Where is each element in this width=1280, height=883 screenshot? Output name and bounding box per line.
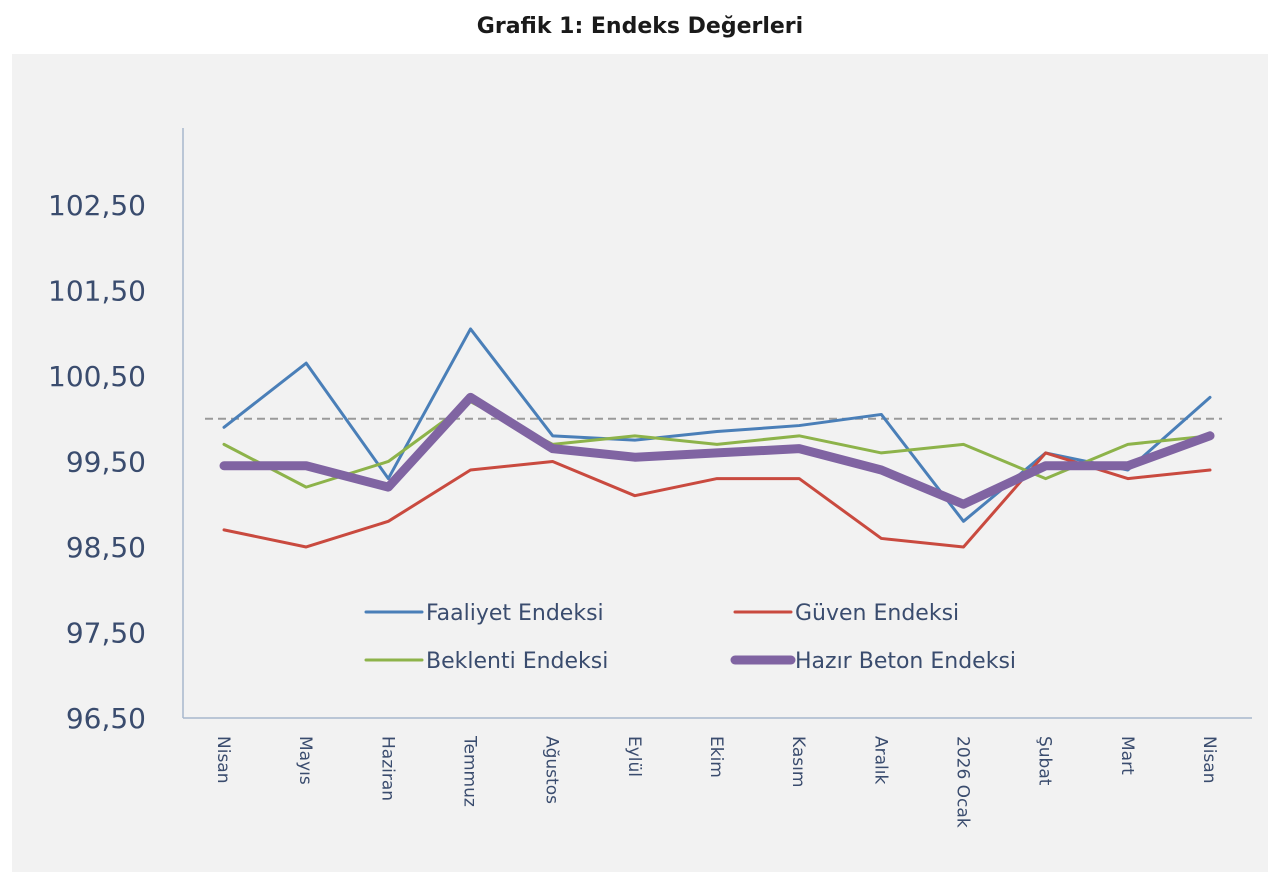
- legend: Faaliyet Endeksi Güven Endeksi Beklenti En…: [364, 601, 1016, 674]
- y-tick-label: 99,50: [66, 445, 146, 478]
- x-tick-label: Şubat: [1035, 736, 1055, 786]
- x-tick-label: Temmuz: [460, 735, 480, 807]
- series-line-beklenti-endeksi: [222, 400, 1212, 489]
- series-line-faaliyet-endeksi: [222, 327, 1212, 523]
- y-tick-label: 100,50: [48, 360, 146, 393]
- x-tick-label: Eylül: [624, 736, 644, 777]
- chart-title: Grafik 1: Endeks Değerleri: [476, 14, 804, 39]
- y-tick-label: 97,50: [66, 616, 146, 649]
- x-tick-label: Aralık: [870, 736, 890, 784]
- y-tick-label: 102,50: [48, 189, 146, 222]
- x-tick-label: Nisan: [213, 736, 233, 784]
- series-line-güven-endeksi: [222, 451, 1212, 549]
- y-tick-label: 101,50: [48, 274, 146, 307]
- series-line-hazır-beton-endeksi: [219, 392, 1215, 509]
- x-tick-label: Haziran: [377, 736, 397, 801]
- x-tick-label: Nisan: [1199, 736, 1219, 784]
- y-tick-label: 98,50: [66, 531, 146, 564]
- x-tick-labels: Nisan Mayıs Haziran Temmuz Ağustos Eylül Ekim K…: [213, 735, 1219, 828]
- legend-label: Hazır Beton Endeksi: [795, 649, 1016, 674]
- legend-label: Güven Endeksi: [795, 601, 959, 626]
- y-tick-label: 96,50: [66, 702, 146, 735]
- x-tick-label: Ekim: [706, 736, 726, 778]
- x-tick-label: Kasım: [788, 736, 808, 787]
- x-tick-label: Mayıs: [295, 736, 315, 785]
- x-tick-label: Ağustos: [542, 736, 562, 804]
- x-tick-label: 2026 Ocak: [953, 736, 973, 828]
- x-tick-label: Mart: [1117, 736, 1137, 775]
- legend-label: Beklenti Endeksi: [426, 649, 608, 674]
- legend-label: Faaliyet Endeksi: [426, 601, 604, 626]
- series-lines: [219, 327, 1215, 549]
- y-tick-labels: 96,50 97,50 98,50 99,50 100,50 101,50 102,50: [48, 189, 146, 735]
